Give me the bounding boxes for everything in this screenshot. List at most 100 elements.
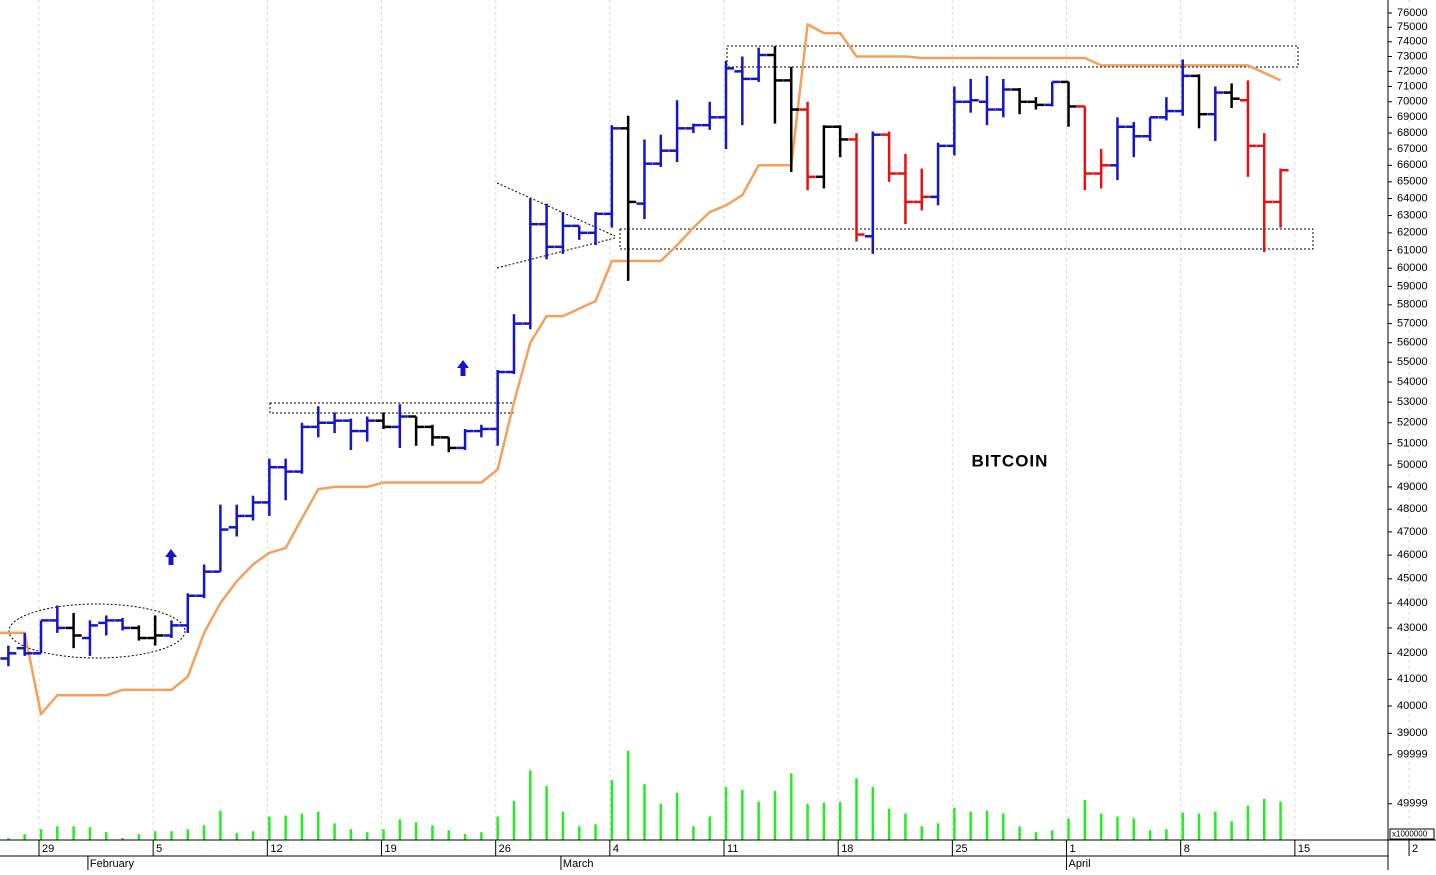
ohlc-bar	[1158, 97, 1175, 121]
ohlc-bar	[326, 412, 343, 434]
x-tick-label: 29	[42, 843, 54, 855]
y-tick-label: 39000	[1397, 727, 1428, 739]
ohlc-bar	[16, 632, 33, 656]
y-tick-label: 43000	[1397, 622, 1428, 634]
y-tick-label: 76000	[1397, 7, 1428, 19]
ohlc-bar	[391, 404, 408, 448]
y-tick-label: 45000	[1397, 573, 1428, 585]
y-tick-label: 66000	[1397, 159, 1428, 171]
ohlc-bar	[1011, 87, 1028, 115]
y-tick-label: 68000	[1397, 127, 1428, 139]
y-tick-label: 70000	[1397, 96, 1428, 108]
x-tick-label: 26	[499, 843, 511, 855]
ohlc-bar	[342, 418, 359, 451]
ohlc-bar	[1027, 97, 1044, 110]
ohlc-bar	[1272, 168, 1289, 228]
ohlc-bar	[196, 564, 213, 599]
ohlc-bar	[978, 75, 995, 126]
x-tick-label: 19	[385, 843, 397, 855]
y-tick-label: 59000	[1397, 280, 1428, 292]
ohlc-bar	[228, 504, 245, 537]
ohlc-bar	[1093, 149, 1110, 189]
ohlc-bar	[473, 424, 490, 438]
y-tick-label: 64000	[1397, 192, 1428, 204]
ohlc-bar	[620, 115, 637, 281]
y-tick-label: 75000	[1397, 21, 1428, 33]
ohlc-bar	[897, 153, 914, 225]
chart-title: BITCOIN	[972, 451, 1049, 470]
ohlc-bar	[995, 78, 1012, 118]
ohlc-bar	[1109, 117, 1126, 181]
y-tick-label: 41000	[1397, 673, 1428, 685]
ohlc-bar	[962, 78, 979, 113]
y-tick-label: 62000	[1397, 227, 1428, 239]
y-tick-label: 55000	[1397, 356, 1428, 368]
ohlc-bar	[359, 416, 376, 442]
ohlc-bar	[408, 415, 425, 446]
x-tick-label: 18	[841, 843, 853, 855]
y-tick-label: 74000	[1397, 36, 1428, 48]
ohlc-bar	[1239, 80, 1256, 177]
y-tick-label: 46000	[1397, 549, 1428, 561]
ohlc-bar	[277, 458, 294, 501]
range-box	[726, 45, 1299, 68]
ohlc-bar	[310, 406, 327, 438]
ohlc-bar	[669, 100, 686, 163]
ohlc-bar	[147, 615, 164, 646]
range-box	[619, 228, 1314, 250]
x-tick-label: 8	[1184, 843, 1190, 855]
y-tick-label: 52000	[1397, 417, 1428, 429]
unit-box	[1389, 828, 1435, 840]
ohlc-bar	[685, 123, 702, 134]
month-label: March	[563, 858, 594, 870]
ohlc-bar	[505, 314, 522, 375]
ohlc-bar	[375, 412, 392, 429]
ohlc-bar	[930, 142, 947, 206]
ohlc-bar	[783, 66, 800, 172]
x-tick-label: 15	[1298, 843, 1310, 855]
ohlc-bar	[832, 125, 849, 158]
month-label: February	[90, 858, 135, 870]
ohlc-bar	[163, 620, 180, 639]
x-tick-label: 12	[270, 843, 282, 855]
y-tick-label: 73000	[1397, 50, 1428, 62]
consolidation-ellipse	[8, 603, 186, 659]
ohlc-bar	[1125, 122, 1142, 158]
triangle-line	[496, 182, 616, 237]
y-tick-label: 69000	[1397, 111, 1428, 123]
y-tick-label: 50000	[1397, 459, 1428, 471]
y-tick-label: 51000	[1397, 438, 1428, 450]
ohlc-bar	[766, 46, 783, 124]
ohlc-bar	[1207, 86, 1224, 142]
ohlc-bar	[946, 86, 963, 156]
ohlc-bar	[571, 224, 588, 240]
y-tick-label: 60000	[1397, 262, 1428, 274]
x-tick-label: 4	[613, 843, 619, 855]
volume-tick-label: 49999	[1397, 798, 1428, 810]
y-tick-label: 63000	[1397, 209, 1428, 221]
y-tick-label: 56000	[1397, 337, 1428, 349]
y-tick-label: 48000	[1397, 503, 1428, 515]
ohlc-bar	[864, 131, 881, 254]
x-tick-label: 2	[1412, 843, 1418, 855]
ohlc-bar	[130, 625, 147, 641]
ohlc-bar	[179, 593, 196, 633]
ohlc-bar	[424, 424, 441, 446]
month-label: April	[1069, 858, 1091, 870]
ohlc-bar	[33, 619, 49, 655]
ohlc-bar	[440, 436, 457, 453]
ohlc-bar	[701, 101, 718, 130]
y-tick-label: 61000	[1397, 244, 1428, 256]
y-tick-label: 40000	[1397, 700, 1428, 712]
y-tick-label: 42000	[1397, 647, 1428, 659]
grid	[38, 0, 1410, 840]
ohlc-bar	[1256, 133, 1273, 253]
ohlc-bar	[261, 458, 278, 516]
y-tick-label: 57000	[1397, 318, 1428, 330]
annotations	[8, 45, 1314, 659]
y-tick-label: 44000	[1397, 597, 1428, 609]
ohlc-bar	[1223, 83, 1240, 108]
